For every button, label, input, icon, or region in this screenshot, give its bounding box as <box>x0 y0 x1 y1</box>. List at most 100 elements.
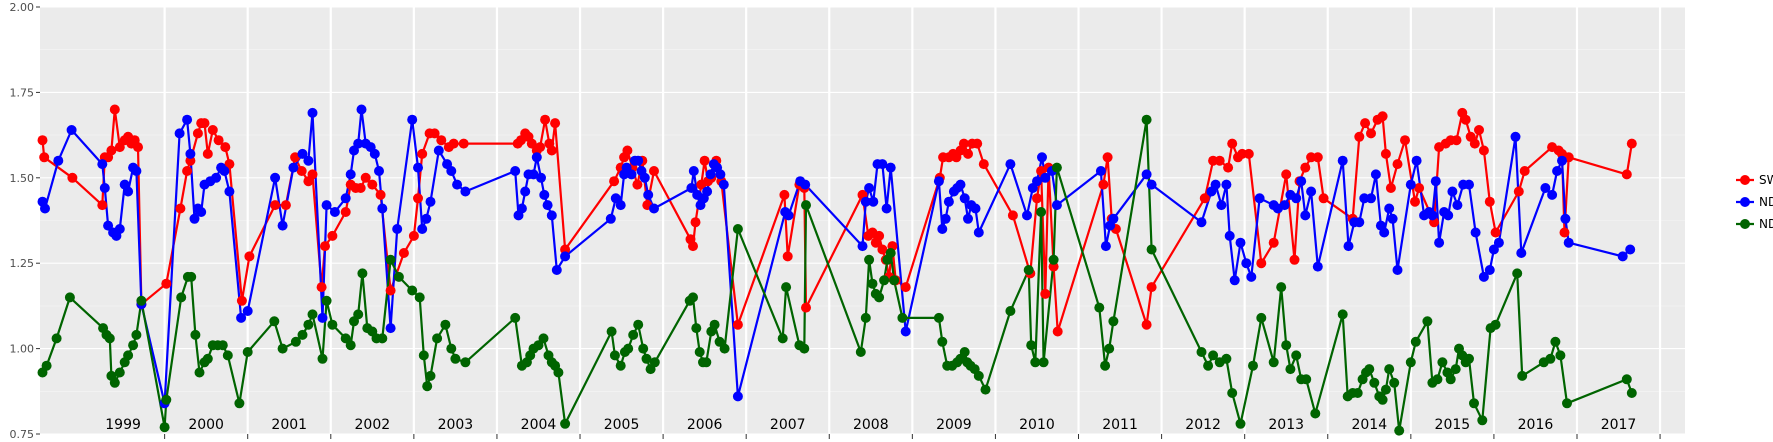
data-point-swir <box>360 172 371 183</box>
data-point-ndvi <box>407 114 418 125</box>
data-point-swir <box>67 172 78 183</box>
data-point-ndwi <box>1337 309 1348 320</box>
data-point-ndwi <box>136 295 147 306</box>
data-point-ndwi <box>1405 357 1416 368</box>
data-point-ndwi <box>222 350 233 361</box>
data-point-ndvi <box>103 220 114 231</box>
data-point-swir <box>801 302 811 313</box>
data-point-ndvi <box>626 169 637 180</box>
data-point-ndvi <box>1443 210 1454 221</box>
data-point-ndwi <box>1422 316 1433 327</box>
year-label: 1999 <box>105 417 141 433</box>
year-labels: 1999 2000 2001 2002 2003 2004 2005 2006 2007 2008… <box>105 417 1636 433</box>
data-point-ndvi <box>881 203 892 214</box>
data-point-ndwi <box>1364 364 1375 375</box>
data-point-ndvi <box>1464 179 1474 190</box>
data-point-ndvi <box>1447 186 1458 197</box>
data-point-ndwi <box>606 326 617 337</box>
data-point-ndwi <box>879 275 890 286</box>
data-point-swir <box>133 142 143 153</box>
data-point-ndwi <box>867 278 878 289</box>
data-point-ndwi <box>1377 394 1388 405</box>
data-point-ndwi <box>1562 398 1572 409</box>
data-point-swir <box>1032 193 1042 204</box>
data-point-ndvi <box>1434 237 1445 248</box>
legend-key-ndwi <box>1740 219 1750 229</box>
data-point-ndwi <box>1094 302 1105 313</box>
data-point-ndvi <box>900 326 911 337</box>
data-point-ndvi <box>189 213 200 224</box>
data-point-swir <box>900 282 911 293</box>
data-point-ndvi <box>1560 213 1571 224</box>
data-point-ndvi <box>639 172 650 183</box>
y-tick-label: 0.75 <box>10 428 35 441</box>
data-point-ndvi <box>1224 230 1235 241</box>
data-point-swir <box>280 200 291 211</box>
axes: 0.75 1.00 1.25 1.50 1.75 2.00 <box>10 1 1661 441</box>
data-point-ndvi <box>1229 275 1240 286</box>
data-point-ndvi <box>1210 179 1221 190</box>
data-point-swir <box>1392 159 1403 170</box>
data-point-swir <box>560 244 571 255</box>
data-point-ndwi <box>1221 353 1232 364</box>
data-point-ndwi <box>538 333 549 344</box>
data-point-ndvi <box>1516 248 1527 258</box>
data-point-ndwi <box>422 381 433 392</box>
data-point-swir <box>270 200 281 211</box>
year-label: 2015 <box>1435 417 1471 433</box>
data-point-swir <box>732 319 743 330</box>
data-point-ndvi <box>1100 241 1111 252</box>
data-point-swir <box>296 166 307 176</box>
data-point-ndvi <box>868 196 879 207</box>
data-point-ndwi <box>1108 316 1119 327</box>
data-point-ndvi <box>520 186 531 197</box>
data-point-ndwi <box>159 422 170 433</box>
data-point-ndwi <box>781 282 792 293</box>
data-point-ndvi <box>236 312 247 323</box>
data-point-ndwi <box>327 319 338 330</box>
data-point-ndvi <box>1005 159 1016 170</box>
data-point-ndvi <box>392 224 403 234</box>
data-point-ndwi <box>1038 357 1049 368</box>
data-point-ndwi <box>1104 343 1115 354</box>
data-point-ndwi <box>321 295 332 306</box>
data-point-swir <box>1214 155 1225 166</box>
data-point-ndvi <box>1470 227 1481 238</box>
year-label: 2005 <box>604 417 640 433</box>
data-point-ndvi <box>242 306 253 316</box>
data-point-swir <box>1102 152 1113 163</box>
data-point-swir <box>213 135 224 146</box>
data-point-ndwi <box>1389 377 1400 388</box>
data-point-swir <box>1141 319 1152 330</box>
year-label: 2004 <box>521 417 557 433</box>
data-point-ndvi <box>1484 265 1495 275</box>
year-label: 2006 <box>687 417 723 433</box>
data-point-ndwi <box>860 312 871 323</box>
data-point-swir <box>1451 135 1462 146</box>
data-point-swir <box>307 169 318 180</box>
data-point-swir <box>1385 183 1396 193</box>
data-point-ndvi <box>528 169 539 180</box>
legend-label-ndvi: NDVI <box>1759 195 1773 209</box>
legend-key-ndvi <box>1740 197 1750 207</box>
data-point-ndwi <box>176 292 187 303</box>
data-point-ndvi <box>270 172 281 183</box>
data-point-swir <box>1281 169 1292 180</box>
data-point-ndwi <box>1310 408 1321 419</box>
data-point-ndvi <box>633 155 644 166</box>
data-point-ndwi <box>1432 374 1443 385</box>
data-point-swir <box>316 282 327 293</box>
data-point-ndvi <box>1300 210 1311 221</box>
data-point-ndwi <box>1301 374 1312 385</box>
data-point-ndvi <box>937 224 948 234</box>
data-point-ndvi <box>605 213 616 224</box>
data-point-ndwi <box>1235 418 1246 429</box>
data-point-swir <box>114 142 125 153</box>
data-point-ndwi <box>1281 340 1292 351</box>
year-label: 2002 <box>355 417 391 433</box>
data-point-ndwi <box>638 343 649 354</box>
data-point-ndvi <box>353 138 364 149</box>
data-point-ndvi <box>53 155 64 166</box>
data-point-ndvi <box>174 128 185 139</box>
data-point-ndwi <box>1026 340 1037 351</box>
